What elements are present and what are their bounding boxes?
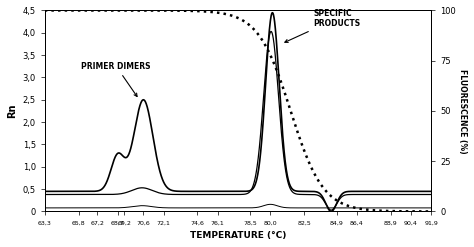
Text: PRIMER DIMERS: PRIMER DIMERS xyxy=(81,62,151,97)
X-axis label: TEMPERATURE (°C): TEMPERATURE (°C) xyxy=(190,231,286,240)
Y-axis label: Rn: Rn xyxy=(7,104,17,118)
Text: SPECIFIC
PRODUCTS: SPECIFIC PRODUCTS xyxy=(285,9,361,42)
Y-axis label: FLUORESCENCE (%): FLUORESCENCE (%) xyxy=(458,69,467,153)
